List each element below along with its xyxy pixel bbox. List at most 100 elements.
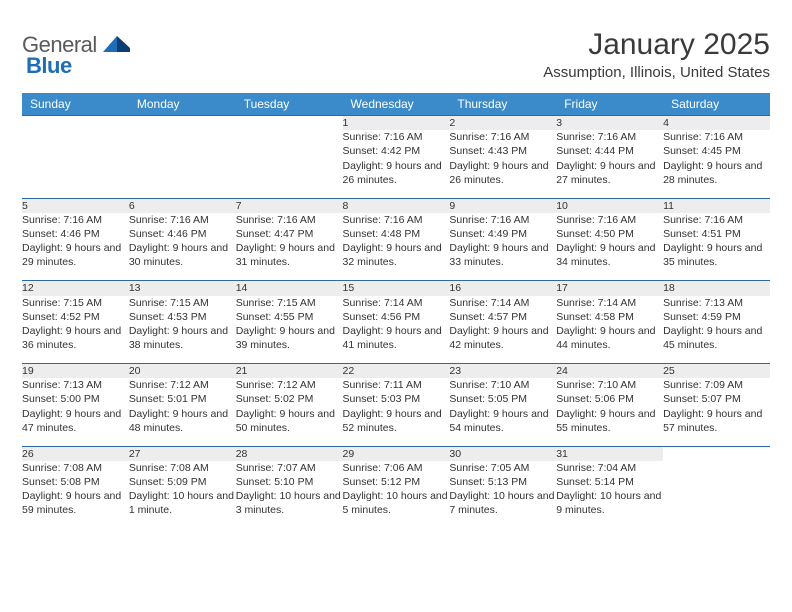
daylight-line: Daylight: 9 hours and 34 minutes. [556,241,663,269]
day-cell: Sunrise: 7:13 AMSunset: 4:59 PMDaylight:… [663,296,770,364]
sunrise-line: Sunrise: 7:16 AM [236,213,343,227]
sunrise-line: Sunrise: 7:16 AM [129,213,236,227]
empty-day-cell [236,130,343,198]
sunset-line: Sunset: 4:51 PM [663,227,770,241]
sunset-line: Sunset: 4:48 PM [343,227,450,241]
sunrise-line: Sunrise: 7:16 AM [343,213,450,227]
daylight-line: Daylight: 9 hours and 47 minutes. [22,407,129,435]
day-number: 10 [556,198,663,213]
sunset-line: Sunset: 5:06 PM [556,392,663,406]
logo: General Blue [22,32,131,79]
sunrise-line: Sunrise: 7:09 AM [663,378,770,392]
daylight-line: Daylight: 9 hours and 35 minutes. [663,241,770,269]
day-number: 4 [663,116,770,131]
empty-day-cell [22,130,129,198]
day-number: 7 [236,198,343,213]
sunset-line: Sunset: 5:02 PM [236,392,343,406]
weekday-header: Thursday [449,93,556,116]
day-cell: Sunrise: 7:08 AMSunset: 5:08 PMDaylight:… [22,461,129,529]
daylight-line: Daylight: 9 hours and 52 minutes. [343,407,450,435]
sunrise-line: Sunrise: 7:08 AM [129,461,236,475]
weekday-header-row: SundayMondayTuesdayWednesdayThursdayFrid… [22,93,770,116]
day-number: 30 [449,446,556,461]
page-title: January 2025 [543,28,770,62]
day-number: 24 [556,364,663,379]
sunset-line: Sunset: 4:53 PM [129,310,236,324]
sunset-line: Sunset: 5:07 PM [663,392,770,406]
daylight-line: Daylight: 9 hours and 26 minutes. [449,159,556,187]
day-cell: Sunrise: 7:16 AMSunset: 4:49 PMDaylight:… [449,213,556,281]
sunrise-line: Sunrise: 7:14 AM [343,296,450,310]
sunset-line: Sunset: 4:47 PM [236,227,343,241]
daylight-line: Daylight: 10 hours and 7 minutes. [449,489,556,517]
sunrise-line: Sunrise: 7:14 AM [449,296,556,310]
day-cell: Sunrise: 7:16 AMSunset: 4:51 PMDaylight:… [663,213,770,281]
daylight-line: Daylight: 9 hours and 26 minutes. [343,159,450,187]
day-number-row: 1234 [22,116,770,131]
sunset-line: Sunset: 5:00 PM [22,392,129,406]
sunrise-line: Sunrise: 7:16 AM [556,213,663,227]
empty-day-cell [663,461,770,529]
empty-day-number [236,116,343,131]
weekday-header: Sunday [22,93,129,116]
sunset-line: Sunset: 5:09 PM [129,475,236,489]
daylight-line: Daylight: 9 hours and 41 minutes. [343,324,450,352]
day-number: 23 [449,364,556,379]
sunrise-line: Sunrise: 7:12 AM [236,378,343,392]
day-number: 22 [343,364,450,379]
sunset-line: Sunset: 5:13 PM [449,475,556,489]
day-cell: Sunrise: 7:11 AMSunset: 5:03 PMDaylight:… [343,378,450,446]
daylight-line: Daylight: 9 hours and 45 minutes. [663,324,770,352]
day-number: 17 [556,281,663,296]
daylight-line: Daylight: 9 hours and 57 minutes. [663,407,770,435]
sunrise-line: Sunrise: 7:04 AM [556,461,663,475]
daylight-line: Daylight: 9 hours and 54 minutes. [449,407,556,435]
day-cell: Sunrise: 7:15 AMSunset: 4:52 PMDaylight:… [22,296,129,364]
day-cell: Sunrise: 7:15 AMSunset: 4:55 PMDaylight:… [236,296,343,364]
day-cell: Sunrise: 7:12 AMSunset: 5:01 PMDaylight:… [129,378,236,446]
weekday-header: Friday [556,93,663,116]
day-cell: Sunrise: 7:14 AMSunset: 4:57 PMDaylight:… [449,296,556,364]
sunset-line: Sunset: 4:52 PM [22,310,129,324]
sunset-line: Sunset: 4:46 PM [22,227,129,241]
daylight-line: Daylight: 9 hours and 44 minutes. [556,324,663,352]
sunset-line: Sunset: 5:08 PM [22,475,129,489]
day-number: 26 [22,446,129,461]
day-content-row: Sunrise: 7:08 AMSunset: 5:08 PMDaylight:… [22,461,770,529]
day-number: 11 [663,198,770,213]
sunrise-line: Sunrise: 7:16 AM [449,130,556,144]
day-content-row: Sunrise: 7:16 AMSunset: 4:42 PMDaylight:… [22,130,770,198]
sunset-line: Sunset: 4:42 PM [343,144,450,158]
daylight-line: Daylight: 9 hours and 38 minutes. [129,324,236,352]
logo-mark-icon [103,39,131,56]
day-number: 8 [343,198,450,213]
day-cell: Sunrise: 7:16 AMSunset: 4:46 PMDaylight:… [22,213,129,281]
sunset-line: Sunset: 4:55 PM [236,310,343,324]
weekday-header: Wednesday [343,93,450,116]
weekday-header: Monday [129,93,236,116]
sunrise-line: Sunrise: 7:16 AM [449,213,556,227]
sunset-line: Sunset: 4:56 PM [343,310,450,324]
day-cell: Sunrise: 7:10 AMSunset: 5:05 PMDaylight:… [449,378,556,446]
day-number: 6 [129,198,236,213]
empty-day-number [663,446,770,461]
day-number: 5 [22,198,129,213]
day-number: 13 [129,281,236,296]
day-cell: Sunrise: 7:07 AMSunset: 5:10 PMDaylight:… [236,461,343,529]
sunset-line: Sunset: 4:46 PM [129,227,236,241]
day-cell: Sunrise: 7:16 AMSunset: 4:50 PMDaylight:… [556,213,663,281]
sunrise-line: Sunrise: 7:15 AM [236,296,343,310]
day-content-row: Sunrise: 7:13 AMSunset: 5:00 PMDaylight:… [22,378,770,446]
day-number-row: 19202122232425 [22,364,770,379]
daylight-line: Daylight: 10 hours and 1 minute. [129,489,236,517]
daylight-line: Daylight: 10 hours and 3 minutes. [236,489,343,517]
day-cell: Sunrise: 7:09 AMSunset: 5:07 PMDaylight:… [663,378,770,446]
header-bar: General Blue January 2025 Assumption, Il… [22,18,770,89]
sunrise-line: Sunrise: 7:16 AM [663,213,770,227]
day-content-row: Sunrise: 7:16 AMSunset: 4:46 PMDaylight:… [22,213,770,281]
day-cell: Sunrise: 7:08 AMSunset: 5:09 PMDaylight:… [129,461,236,529]
day-cell: Sunrise: 7:04 AMSunset: 5:14 PMDaylight:… [556,461,663,529]
sunset-line: Sunset: 4:57 PM [449,310,556,324]
sunrise-line: Sunrise: 7:11 AM [343,378,450,392]
day-cell: Sunrise: 7:16 AMSunset: 4:47 PMDaylight:… [236,213,343,281]
